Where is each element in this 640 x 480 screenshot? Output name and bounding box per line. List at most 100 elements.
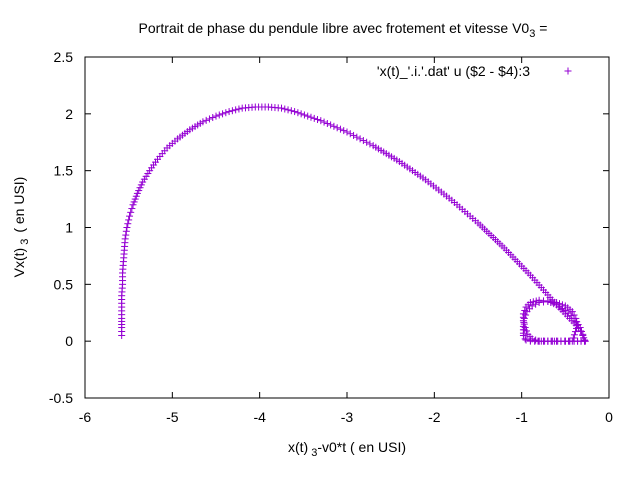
data-point [353,133,361,141]
data-point [297,110,305,118]
data-point [359,137,367,145]
data-point [294,109,302,117]
data-point [205,115,213,123]
data-point [307,113,315,121]
x-axis-label-suffix: -v0*t ( en USI) [317,439,406,455]
data-point [142,172,150,180]
data-point [520,326,528,334]
data-point [284,106,292,114]
data-point [219,110,227,118]
data-point [222,109,230,117]
y-tick-label: 2.5 [54,49,74,65]
data-point [520,314,528,322]
y-axis-label-main: Vx(t) [11,248,27,278]
data-point [215,111,223,119]
y-axis-ticks: -0.5 0 0.5 1 1.5 2 2.5 [49,49,609,406]
data-point [526,299,534,307]
data-point [202,116,210,124]
data-point [363,138,371,146]
y-axis-label-suffix: ( en USI) [11,177,27,233]
data-point [548,298,556,306]
data-point [343,128,351,136]
y-tick-label: 1.5 [54,163,74,179]
data-point [122,227,130,235]
data-point [333,124,341,132]
data-point [553,299,561,307]
data-point [571,328,579,336]
data-point [133,189,141,197]
x-tick-label: -3 [341,409,354,425]
data-point [320,118,328,126]
data-point [144,170,152,178]
data-point [569,334,577,342]
data-point [123,224,131,231]
data-point [579,331,587,339]
data-point [572,314,580,322]
data-point [570,311,578,319]
data-point [558,301,566,309]
y-axis-label-subscript: 3 [19,239,31,245]
data-point [524,330,532,338]
data-point [228,107,236,115]
data-point [544,297,552,305]
data-point [232,106,240,114]
data-point [336,125,344,133]
data-point [573,318,581,326]
chart-legend: 'x(t)_'.i.'.dat' u ($2 - $4):3 [377,63,572,79]
data-point [317,117,325,125]
data-point [129,201,137,209]
data-point [323,119,331,127]
data-point [127,208,135,216]
x-axis-label: x(t) 3-v0*t ( en USI) [288,439,406,459]
x-axis-ticks: -6 -5 -4 -3 -2 -1 0 [79,57,613,425]
data-point [519,331,527,339]
series-1-points [118,103,589,345]
data-point [136,184,144,192]
data-point [287,107,295,115]
data-point [577,328,585,336]
y-tick-label: -0.5 [49,390,73,406]
legend-label-series-1: 'x(t)_'.i.'.dat' u ($2 - $4):3 [377,63,530,79]
data-point [281,105,289,113]
data-point [137,181,145,189]
chart-title-suffix: = [535,20,547,36]
data-point [199,118,207,126]
x-axis-label-subscript: 3 [311,447,317,459]
data-point [540,298,547,306]
x-tick-label: -1 [515,409,528,425]
data-point [124,220,132,228]
x-tick-label: -4 [253,409,266,425]
data-point [340,127,348,135]
data-point [131,195,139,203]
y-tick-label: 2 [65,106,73,122]
data-point [209,114,217,122]
data-point [356,135,364,143]
data-point [366,140,374,148]
y-tick-label: 1 [65,220,73,236]
y-axis-label: Vx(t) 3 ( en USI) [11,177,31,278]
data-point [568,308,576,316]
y-tick-label: 0.5 [54,276,74,292]
data-point [140,175,148,183]
data-point [300,111,308,119]
data-point [522,336,530,344]
data-point [304,112,312,120]
data-point [310,114,318,122]
data-point [121,235,129,243]
x-tick-label: 0 [605,409,613,425]
data-point [291,108,299,116]
data-point [330,122,338,130]
chart-title-main: Portrait de phase du pendule libre avec … [139,20,530,36]
data-point [126,212,134,220]
data-point [526,337,534,345]
data-point [522,311,530,319]
data-point [573,324,581,332]
data-point [327,121,335,129]
data-point [528,302,536,310]
data-point [235,105,243,113]
data-point [314,116,322,124]
data-point [535,299,543,307]
data-point [350,131,358,139]
